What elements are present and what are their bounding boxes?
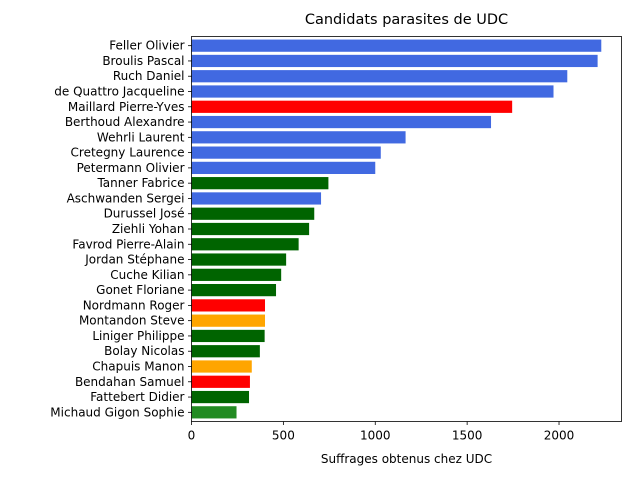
bar-17 bbox=[191, 299, 266, 312]
y-tick-label: Tanner Fabrice bbox=[96, 176, 184, 190]
y-tick-label: de Quattro Jacqueline bbox=[54, 85, 184, 99]
y-tick-label: Broulis Pascal bbox=[102, 54, 184, 68]
bar-10 bbox=[191, 192, 322, 205]
y-tick-label: Petermann Olivier bbox=[77, 161, 185, 175]
y-tick-label: Michaud Gigon Sophie bbox=[50, 405, 184, 419]
y-tick-label: Berthoud Alexandre bbox=[65, 115, 185, 129]
bar-1 bbox=[191, 54, 598, 68]
y-tick-label: Gonet Floriane bbox=[96, 283, 184, 297]
bar-20 bbox=[191, 345, 260, 358]
bar-16 bbox=[191, 284, 277, 297]
bar-0 bbox=[191, 39, 602, 52]
y-tick-label: Chapuis Manon bbox=[92, 360, 184, 374]
bar-8 bbox=[191, 161, 376, 174]
y-tick-label: Maillard Pierre-Yves bbox=[68, 100, 185, 114]
bars-layer bbox=[191, 39, 602, 419]
bar-4 bbox=[191, 100, 513, 113]
bar-2 bbox=[191, 70, 568, 83]
bar-23 bbox=[191, 390, 250, 404]
bar-9 bbox=[191, 177, 329, 190]
y-tick-label: Wehrli Laurent bbox=[97, 130, 185, 144]
x-axis-label: Suffrages obtenus chez UDC bbox=[321, 452, 492, 466]
y-tick-label: Aschwanden Sergei bbox=[67, 191, 185, 205]
x-ticks-layer: 0 500 1000 1500 2000 bbox=[188, 421, 575, 443]
bar-11 bbox=[191, 207, 315, 220]
y-tick-label: Montandon Steve bbox=[79, 314, 185, 328]
y-tick-label: Favrod Pierre-Alain bbox=[72, 237, 184, 251]
bar-3 bbox=[191, 85, 554, 98]
bar-24 bbox=[191, 406, 237, 419]
y-tick-label: Nordmann Roger bbox=[83, 298, 185, 312]
bar-21 bbox=[191, 360, 252, 373]
y-tick-label: Bolay Nicolas bbox=[104, 344, 184, 358]
x-tick-label: 1000 bbox=[360, 429, 391, 443]
y-tick-label: Ziehli Yohan bbox=[112, 222, 185, 236]
bar-14 bbox=[191, 253, 287, 266]
x-tick-label: 500 bbox=[272, 429, 295, 443]
y-tick-label: Ruch Daniel bbox=[113, 69, 185, 83]
x-tick-label: 0 bbox=[188, 429, 196, 443]
bar-12 bbox=[191, 222, 310, 236]
bar-5 bbox=[191, 115, 492, 129]
bar-19 bbox=[191, 329, 265, 343]
y-tick-label: Liniger Philippe bbox=[92, 329, 184, 343]
y-tick-label: Cretegny Laurence bbox=[71, 146, 185, 160]
bar-6 bbox=[191, 131, 406, 144]
chart-title: Candidats parasites de UDC bbox=[305, 12, 508, 28]
y-tick-label: Bendahan Samuel bbox=[75, 375, 185, 389]
bar-13 bbox=[191, 238, 299, 251]
bar-18 bbox=[191, 314, 266, 327]
y-tick-label: Jordan Stéphane bbox=[84, 253, 184, 267]
y-tick-label: Fattebert Didier bbox=[90, 390, 184, 404]
x-tick-label: 2000 bbox=[544, 429, 575, 443]
bar-22 bbox=[191, 375, 250, 388]
y-tick-label: Durussel José bbox=[104, 207, 185, 221]
bar-7 bbox=[191, 146, 381, 159]
y-tick-label: Feller Olivier bbox=[109, 39, 184, 53]
x-tick-label: 1500 bbox=[452, 429, 483, 443]
bar-15 bbox=[191, 268, 282, 281]
y-tick-label: Cuche Kilian bbox=[110, 268, 184, 282]
